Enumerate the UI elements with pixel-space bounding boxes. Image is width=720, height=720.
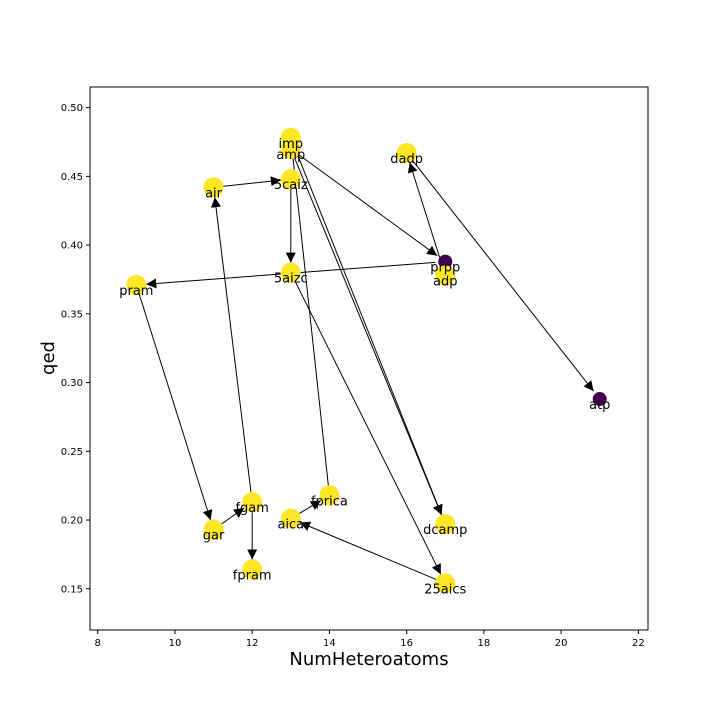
nodes: [126, 127, 607, 594]
edge-dadp-atp: [412, 160, 594, 392]
node-label-gar: gar: [203, 529, 225, 544]
node-dcamp: [435, 514, 456, 535]
node-label-imp: imp: [279, 137, 304, 152]
y-tick-label: 0.15: [61, 584, 83, 595]
node-label-fprica: fprica: [311, 494, 348, 509]
node-5aizc: [280, 262, 301, 283]
y-tick-label: 0.30: [61, 378, 83, 389]
node-fprica: [319, 485, 340, 506]
y-axis-label: qed: [38, 341, 59, 375]
edge-amp-dcamp: [294, 157, 443, 516]
x-tick-label: 20: [555, 638, 568, 649]
x-tick-label: 22: [632, 638, 645, 649]
x-tick-label: 18: [478, 638, 491, 649]
node-gar: [203, 519, 224, 540]
node-label-dadp: dadp: [390, 152, 423, 167]
node-label-25aics: 25aics: [424, 582, 466, 597]
node-aica: [280, 508, 301, 529]
node-label-dcamp: dcamp: [423, 523, 467, 538]
x-tick-label: 12: [246, 638, 259, 649]
y-tick-label: 0.50: [61, 103, 83, 114]
edge-fgam-air: [211, 197, 252, 493]
edge-25aics-aica: [299, 521, 437, 580]
plot-area: [89, 86, 649, 631]
y-tick-label: 0.20: [61, 516, 83, 527]
y-tick-label: 0.45: [61, 172, 83, 183]
node-label-5caiz: 5caiz: [274, 178, 308, 193]
node-fpram: [242, 559, 263, 580]
node-dadp: [396, 142, 417, 163]
edge-adp-dadp: [407, 162, 443, 266]
node-5caiz: [280, 169, 301, 190]
edge-air-5caiz: [223, 176, 281, 187]
node-air: [203, 177, 224, 198]
y-tick-label: 0.25: [61, 447, 83, 458]
node-atp: [592, 392, 607, 407]
node-prpp: [438, 254, 453, 269]
edge-amp-prpp: [298, 154, 438, 257]
edge-fprica-imp: [287, 147, 329, 486]
node-label-amp: amp: [276, 148, 305, 163]
x-tick-label: 14: [323, 638, 336, 649]
edge-imp-dcamp: [294, 146, 443, 516]
node-label-air: air: [205, 186, 223, 201]
node-label-adp: adp: [433, 274, 457, 289]
edge-pram-gar: [138, 294, 213, 521]
edges: [138, 146, 594, 580]
edge-5aizc-25aics: [294, 281, 442, 575]
node-adp: [435, 265, 456, 286]
y-tick-label: 0.40: [61, 241, 83, 252]
node-label-fgam: fgam: [235, 501, 268, 516]
x-tick-label: 16: [400, 638, 413, 649]
edge-aica-fprica: [299, 500, 322, 514]
y-tick-label: 0.35: [61, 309, 83, 320]
x-tick-label: 8: [95, 638, 101, 649]
axis-ticks: 8 10 12 14 16 18 20 22 0.15 0.20 0.25 0.30 0.35 0.40 0…: [61, 103, 645, 649]
node-label-atp: atp: [589, 398, 610, 413]
node-label-prpp: prpp: [430, 261, 460, 276]
node-label-fpram: fpram: [233, 569, 272, 584]
node-fgam: [242, 492, 263, 513]
node-label-pram: pram: [119, 284, 153, 299]
x-axis-label: NumHeteroatoms: [289, 649, 448, 670]
node-amp: [280, 138, 301, 159]
node-25aics: [435, 573, 456, 594]
edge-gar-fgam: [221, 507, 245, 525]
node-label-aica: aica: [277, 518, 304, 533]
node-label-5aizc: 5aizc: [274, 272, 308, 287]
x-tick-label: 10: [169, 638, 182, 649]
node-pram: [126, 274, 147, 295]
